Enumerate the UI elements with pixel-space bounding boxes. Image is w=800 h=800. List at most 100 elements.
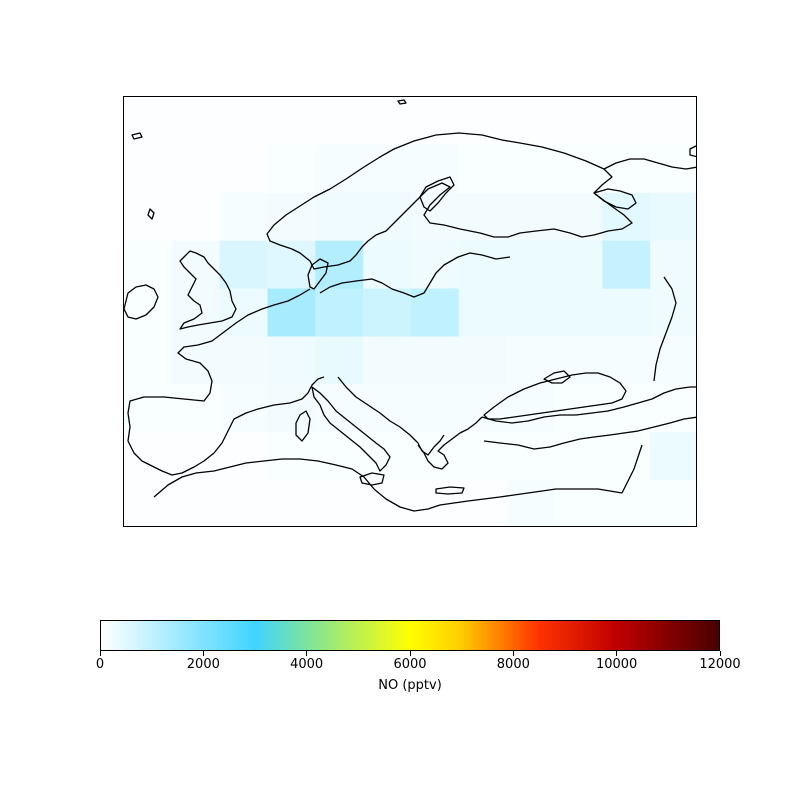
heatmap-cell: [363, 97, 412, 146]
coastline-italy: [311, 386, 391, 472]
heatmap-cell: [458, 480, 508, 526]
heatmap-cell: [171, 192, 221, 242]
heatmap-cell: [363, 192, 412, 242]
heatmap-cell: [602, 288, 651, 337]
colorbar-tick: [409, 651, 411, 656]
colorbar-tick-label: 0: [95, 657, 105, 672]
heatmap-cell: [506, 240, 555, 290]
coastline-crimea: [543, 370, 571, 384]
heatmap-cell: [171, 336, 221, 385]
heatmap-cell: [267, 288, 316, 337]
heatmap-cell: [506, 288, 555, 337]
heatmap-cell: [363, 336, 412, 385]
heatmap-cell: [506, 480, 555, 526]
heatmap-cell: [315, 192, 364, 242]
heatmap-cell: [363, 288, 412, 337]
heatmap-cell: [506, 384, 555, 433]
colorbar-tick-label: 10000: [595, 657, 638, 672]
heatmap-cell: [267, 144, 316, 194]
heatmap-cell: [124, 384, 173, 433]
heatmap-cell: [602, 336, 651, 385]
heatmap-cell: [650, 432, 696, 481]
heatmap-cell: [267, 432, 316, 481]
heatmap-cell: [411, 144, 460, 194]
coastline-black-sea: [483, 372, 627, 420]
coastline-baltic-south: [319, 252, 511, 298]
heatmap-cell: [458, 336, 508, 385]
coastline-west-europe: [127, 288, 325, 476]
heatmap-cell: [458, 240, 508, 290]
colorbar-tick-label: 6000: [393, 657, 427, 672]
colorbar: [100, 620, 720, 651]
heatmap-cell: [219, 432, 268, 481]
heatmap-cell: [411, 240, 460, 290]
heatmap-cell: [650, 240, 696, 290]
heatmap-cell: [554, 240, 603, 290]
coastlines: [124, 99, 696, 512]
heatmap-cell: [506, 144, 555, 194]
coastline-white-sea: [593, 188, 637, 210]
heatmap-cell: [602, 384, 651, 433]
colorbar-tick-label: 8000: [496, 657, 530, 672]
heatmap-cell: [554, 384, 603, 433]
colorbar-tick: [306, 651, 308, 656]
heatmap-cell: [458, 144, 508, 194]
heatmap-cell: [219, 336, 268, 385]
coastline-svalbard-fragment: [397, 99, 407, 105]
heatmap-cell: [315, 144, 364, 194]
heatmap-cell: [554, 432, 603, 481]
coastline-sardinia: [295, 410, 311, 442]
heatmap-cell: [458, 97, 508, 146]
heatmap-cell: [602, 240, 651, 290]
colorbar-tick: [719, 651, 721, 656]
colorbar-tick-label: 12000: [699, 657, 741, 672]
coastline-sicily: [359, 472, 385, 486]
heatmap-cell: [554, 288, 603, 337]
heatmap-cell: [602, 97, 651, 146]
heatmap-cell: [124, 97, 173, 146]
coastline-gulf-of-bothnia: [419, 176, 455, 212]
coastline-levant: [621, 444, 643, 494]
heatmap-cell: [458, 384, 508, 433]
heatmap-cell: [650, 97, 696, 146]
coastline-anatolia-south: [483, 416, 696, 450]
heatmap-cell: [650, 192, 696, 242]
coastline-east-edge: [689, 145, 696, 158]
heatmap-cell: [315, 288, 364, 337]
heatmap-cell: [219, 240, 268, 290]
heatmap-cell: [411, 288, 460, 337]
map-plot: [124, 97, 696, 526]
heatmap-cell: [506, 192, 555, 242]
coastline-shetland: [147, 208, 155, 220]
heatmap-cell: [267, 480, 316, 526]
heatmap-cell: [650, 336, 696, 385]
heatmap-cell: [411, 384, 460, 433]
heatmap-cell: [219, 480, 268, 526]
heatmap-cell: [602, 144, 651, 194]
heatmap-cell: [458, 432, 508, 481]
heatmap-cell: [506, 336, 555, 385]
heatmap-cell: [506, 97, 555, 146]
heatmap-cell: [411, 336, 460, 385]
heatmap-cell: [315, 384, 364, 433]
heatmap-cell: [554, 97, 603, 146]
map-panel: [123, 96, 697, 527]
colorbar-tick: [512, 651, 514, 656]
heatmap-cell: [171, 144, 221, 194]
heatmap-cell: [124, 144, 173, 194]
heatmap-cell: [602, 432, 651, 481]
heatmap-cell: [363, 240, 412, 290]
coastline-crete: [435, 486, 465, 495]
heatmap-cell: [650, 384, 696, 433]
heatmap-cell: [171, 288, 221, 337]
coastline-kola: [603, 158, 696, 170]
heatmap-cell: [124, 240, 173, 290]
coastline-greece: [417, 416, 483, 470]
coastline-denmark: [307, 258, 329, 290]
heatmap-cell: [124, 336, 173, 385]
colorbar-tick: [616, 651, 618, 656]
heatmap-cell: [363, 384, 412, 433]
heatmap-cell: [171, 384, 221, 433]
coastline-scandinavia: [266, 132, 633, 270]
heatmap-cell: [171, 240, 221, 290]
